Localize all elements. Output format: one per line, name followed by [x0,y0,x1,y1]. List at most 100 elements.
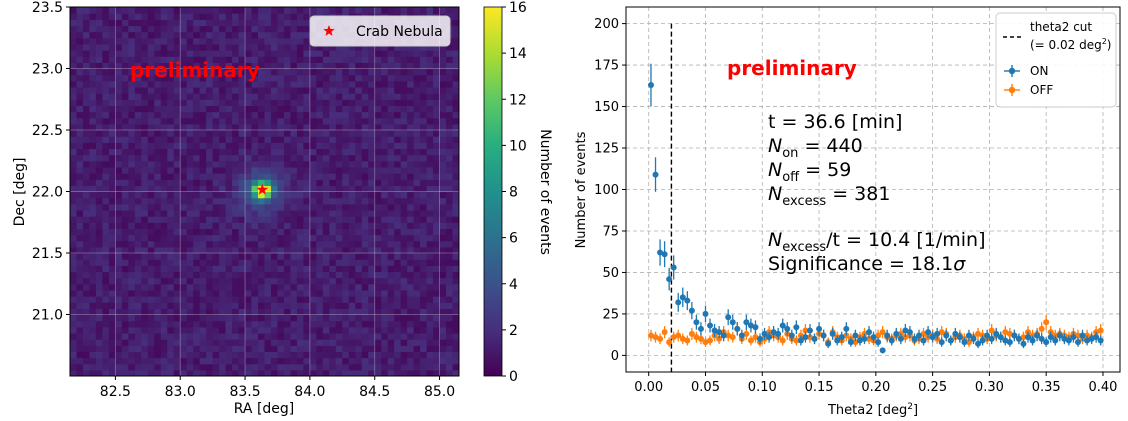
skymap-cell [160,80,168,88]
skymap-cell [82,160,91,168]
skymap-cell [387,296,395,303]
skymap-cell [270,154,279,162]
skymap-cell [186,216,194,223]
skymap-cell [160,240,168,248]
skymap-cell [348,86,356,94]
skymap-cell [439,160,447,168]
skymap-cell [361,357,369,365]
skymap-cell [186,240,194,248]
skymap-cell [180,351,188,359]
skymap-cell [277,13,285,20]
colorbar-tick-label: 12 [509,92,527,108]
data-point [711,327,718,334]
skymap-cell [270,50,279,57]
skymap-cell [322,123,330,131]
skymap-cell [141,136,149,143]
skymap-cell [225,56,233,63]
skymap-cell [329,203,337,211]
skymap-cell [245,117,253,125]
skymap-cell [212,363,220,371]
data-point [866,335,873,342]
skymap-cell [180,332,188,340]
skymap-cell [348,246,356,254]
skymap-cell [76,160,84,168]
skymap-cell [154,222,162,229]
skymap-cell [76,314,84,322]
skymap-cell [407,166,415,174]
skymap-cell [199,296,207,303]
skymap-cell [251,31,259,39]
skymap-cell [290,369,298,376]
skymap-cell [225,37,233,45]
skymap-cell [342,136,350,143]
skymap-cell [329,185,337,193]
skymap-cell [180,80,188,88]
skymap-cell [121,37,129,45]
skymap-cell [303,296,311,303]
skymap-cell [245,19,253,27]
skymap-cell [452,56,459,63]
skymap-cell [355,222,363,229]
skymap-cell [193,265,201,273]
skymap-cell [180,148,188,156]
skymap-cell [70,136,78,143]
skymap-cell [186,222,194,229]
skymap-cell [258,154,266,162]
skymap-cell [76,289,84,297]
skymap-cell [232,19,240,27]
skymap-cell [381,130,389,137]
skymap-cell [407,130,415,137]
skymap-cell [251,332,259,340]
skymap-cell [82,136,91,143]
skymap-cell [102,56,110,63]
skymap-cell [108,173,116,180]
skymap-cell [82,185,91,193]
skymap-cell [206,289,214,297]
skymap-cell [322,271,330,279]
skymap-cell [82,148,91,156]
skymap-cell [394,68,402,76]
skymap-cell [400,339,408,346]
skymap-cell [102,50,110,57]
skymap-cell [309,216,317,223]
skymap-legend: Crab Nebula [309,15,451,47]
skymap-cell [232,37,240,45]
skymap-cell [368,50,376,57]
skymap-cell [121,314,129,322]
skymap-cell [167,253,175,260]
skymap-cell [186,326,194,334]
skymap-cell [199,99,207,106]
skymap-cell [316,185,324,193]
data-point [707,337,714,344]
skymap-cell [115,302,123,309]
skymap-cell [277,62,285,70]
skymap-cell [316,234,324,242]
skymap-cell [296,363,304,371]
skymap-cell [316,117,324,125]
skymap-cell [134,142,142,150]
skymap-cell [212,80,220,88]
skymap-cell [433,166,441,174]
skymap-cell [193,203,201,211]
skymap-cell [270,277,279,285]
skymap-cell [452,19,459,27]
skymap-cell [115,191,123,199]
skymap-cell [121,216,129,223]
skymap-cell [251,13,259,20]
skymap-cell [264,13,272,20]
skymap-cell [322,228,330,236]
skymap-cell [121,154,129,162]
skymap-cell [76,99,84,106]
skymap-cell [141,166,149,174]
skymap-cell [316,148,324,156]
skymap-cell [238,277,246,285]
skymap-cell [199,37,207,45]
skymap-cell [186,99,194,106]
skymap-cell [387,246,395,254]
skymap-cell [173,13,181,20]
skymap-cell [206,7,214,14]
skymap-cell [245,363,253,371]
skymap-cell [413,93,421,100]
skymap-cell [121,173,129,180]
skymap-cell [180,111,188,119]
